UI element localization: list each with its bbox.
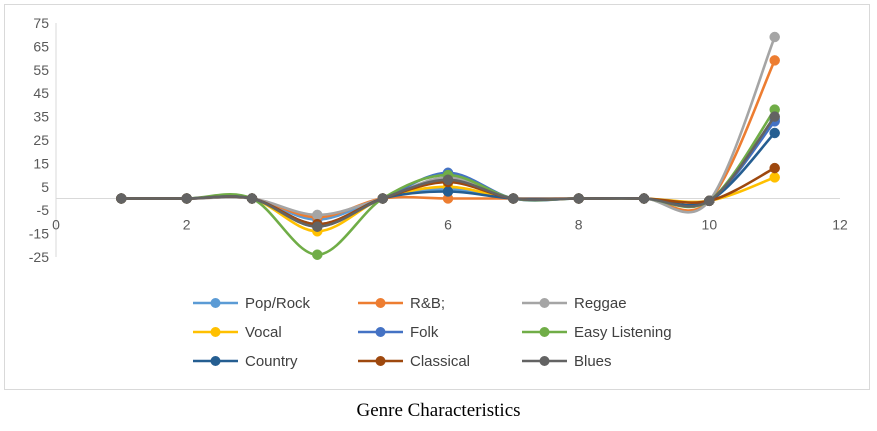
data-point	[769, 55, 780, 66]
legend-marker	[375, 298, 386, 308]
legend-item: Country	[193, 353, 298, 370]
legend-marker	[210, 327, 221, 337]
data-point	[769, 31, 780, 43]
legend-marker	[539, 298, 550, 308]
series-lines	[116, 31, 780, 260]
x-tick-label: 12	[832, 217, 848, 233]
data-point	[769, 127, 780, 139]
legend-label: R&B;	[410, 295, 445, 312]
data-point	[312, 249, 323, 260]
series-blues	[116, 111, 780, 232]
legend-marker	[210, 356, 221, 366]
y-tick-label: 15	[33, 155, 49, 171]
data-point	[312, 209, 323, 221]
data-point	[769, 172, 780, 183]
data-point	[246, 193, 258, 204]
data-point	[704, 195, 715, 207]
legend-item: Pop/Rock	[193, 295, 311, 312]
x-tick-label: 8	[575, 217, 583, 233]
data-point	[377, 193, 388, 204]
legend-marker	[375, 356, 386, 366]
data-point	[442, 174, 454, 186]
data-point	[769, 162, 780, 174]
y-tick-label: 5	[41, 179, 49, 195]
legend-item: Vocal	[193, 324, 282, 341]
legend-item: Reggae	[522, 295, 627, 312]
y-tick-label: 65	[33, 38, 49, 54]
y-tick-label: -25	[29, 249, 49, 265]
data-point	[769, 111, 780, 122]
legend-label: Classical	[410, 353, 470, 370]
x-tick-label: 6	[444, 217, 452, 233]
data-point	[573, 193, 584, 204]
y-tick-label: -15	[29, 226, 49, 242]
y-tick-label: 45	[33, 85, 49, 101]
legend-marker	[375, 327, 386, 337]
data-point	[312, 221, 323, 232]
data-point	[638, 193, 650, 204]
legend-item: Classical	[358, 353, 470, 370]
figure-caption: Genre Characteristics	[356, 400, 521, 421]
x-tick-label: 10	[702, 217, 718, 233]
data-point	[116, 193, 127, 204]
data-point	[442, 186, 454, 197]
legend-marker	[539, 327, 550, 337]
x-tick-label: 0	[52, 217, 60, 233]
x-tick-label: 2	[183, 217, 191, 233]
data-point	[181, 193, 192, 204]
legend-marker	[210, 298, 221, 308]
legend-item: Folk	[358, 324, 439, 341]
legend-label: Blues	[574, 353, 612, 370]
legend-label: Pop/Rock	[245, 295, 311, 312]
y-tick-label: 75	[33, 15, 49, 31]
legend-label: Folk	[410, 324, 439, 341]
legend-label: Vocal	[245, 324, 282, 341]
legend-item: R&B;	[358, 295, 445, 312]
legend: Pop/Rock R&B; Reggae Vocal Folk Easy Listenin…	[193, 295, 672, 370]
legend-marker	[539, 356, 550, 366]
legend-label: Easy Listening	[574, 324, 672, 341]
y-tick-label: 55	[33, 62, 49, 78]
data-point	[508, 193, 519, 204]
y-tick-label: 35	[33, 109, 49, 125]
y-tick-label: 25	[33, 132, 49, 148]
legend-item: Blues	[522, 353, 612, 370]
legend-item: Easy Listening	[522, 324, 672, 341]
legend-label: Reggae	[574, 295, 627, 312]
y-tick-label: -5	[37, 202, 50, 218]
legend-label: Country	[245, 353, 298, 370]
